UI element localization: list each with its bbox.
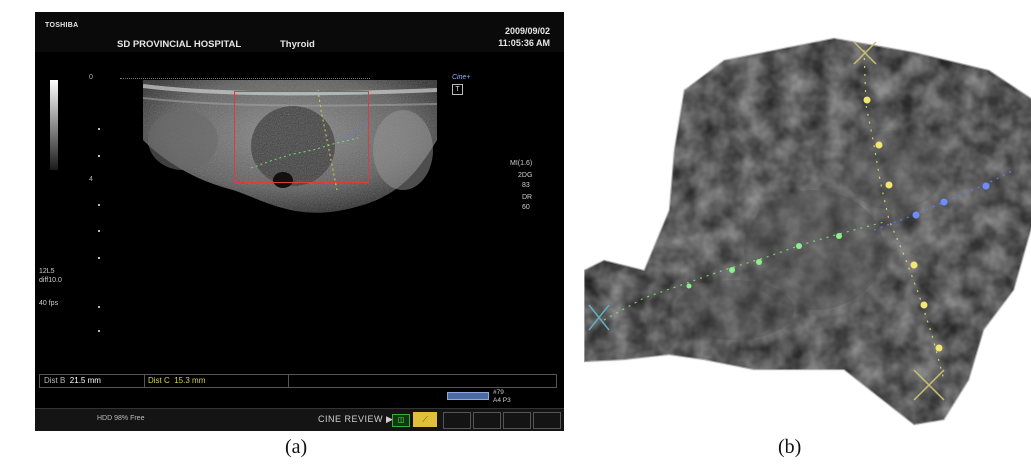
exam-date: 2009/09/02	[504, 26, 550, 36]
depth-dot	[98, 257, 100, 259]
softkey-button[interactable]	[533, 412, 561, 429]
region-of-interest-box	[234, 91, 369, 183]
dist-b-label: Dist B	[44, 376, 66, 385]
status-bar: HDD 98% Free CINE REVIEW ▶ ◫ ⟋	[35, 408, 564, 431]
mechanical-index: MI(1.6)	[510, 160, 533, 167]
thyroid-ultrasound-image	[143, 80, 437, 213]
exam-organ: Thyroid	[280, 39, 315, 50]
lateral-scale	[120, 78, 370, 82]
brand-label: TOSHIBA	[45, 22, 79, 29]
depth-dot	[98, 204, 100, 206]
exam-time: 11:05:36 AM	[498, 38, 550, 48]
depth-label-0: 0	[89, 74, 93, 81]
cine-play-button[interactable]: ◫	[392, 414, 410, 427]
depth-dot	[98, 128, 100, 130]
softkey-button[interactable]	[443, 412, 471, 429]
frame-number: #79	[493, 389, 504, 396]
grayscale-bar	[50, 80, 58, 170]
caption-a: (a)	[285, 436, 308, 458]
softkey-button[interactable]	[503, 412, 531, 429]
dist-c-value: 15.3 mm	[174, 376, 206, 385]
frame-settings: A4 P3	[493, 397, 511, 404]
dist-b-value: 21.5 mm	[69, 376, 101, 385]
hdd-status: HDD 98% Free	[97, 415, 145, 422]
depth-dot	[98, 330, 100, 332]
dist-c-label: Dist C	[148, 376, 170, 385]
hospital-name: SD PROVINCIAL HOSPITAL	[117, 39, 242, 50]
depth-dot	[98, 155, 100, 157]
probe-label: 12L5	[39, 268, 55, 275]
frame-info: #79 A4 P3	[493, 389, 511, 405]
mode-label: 2DG	[518, 172, 533, 179]
transducer-icon: T	[452, 84, 463, 95]
cine-scrollbar[interactable]	[447, 392, 489, 400]
dr-value: 60	[522, 204, 530, 211]
zoomed-roi-image	[584, 36, 1031, 427]
depth-dot	[98, 230, 100, 232]
dist-b-cell: Dist B 21.5 mm	[40, 375, 145, 387]
measure-tool-button[interactable]: ⟋	[413, 412, 437, 427]
depth-label-2: 4	[89, 176, 93, 183]
ultrasound-screen: TOSHIBA SD PROVINCIAL HOSPITAL Thyroid 2…	[35, 12, 564, 431]
gain-value: 83	[522, 182, 530, 189]
diff-label: diff10.0	[39, 277, 62, 284]
cine-review-label: CINE REVIEW ▶	[318, 414, 394, 424]
softkey-button[interactable]	[473, 412, 501, 429]
measurement-bar: Dist B 21.5 mm Dist C 15.3 mm	[39, 374, 557, 388]
header-bar: TOSHIBA SD PROVINCIAL HOSPITAL Thyroid 2…	[35, 12, 564, 52]
dist-c-cell: Dist C 15.3 mm	[144, 375, 289, 387]
depth-dot	[98, 306, 100, 308]
cine-logo: Cine+	[452, 74, 471, 81]
framerate-label: 40 fps	[39, 300, 59, 307]
dr-label: DR	[522, 194, 533, 201]
caption-b: (b)	[778, 436, 802, 458]
